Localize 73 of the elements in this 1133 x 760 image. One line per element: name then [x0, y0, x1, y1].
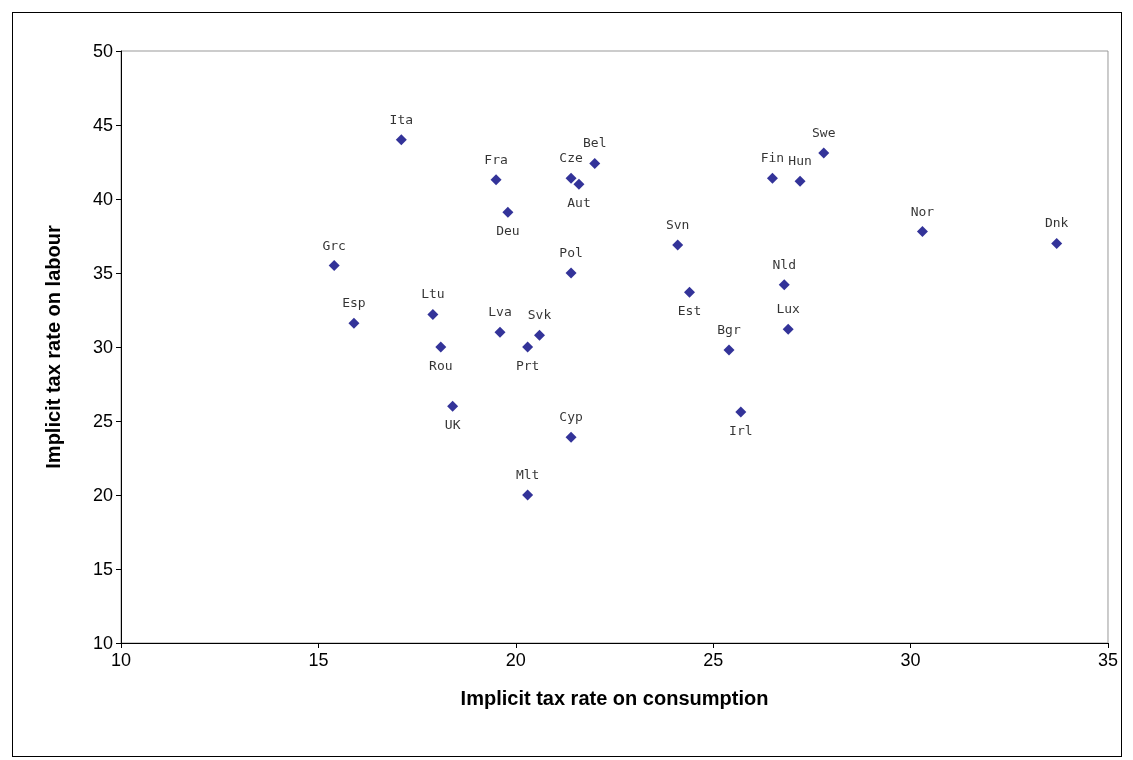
point	[502, 206, 514, 218]
y-tick-label: 30	[92, 337, 113, 357]
annotation: Fra	[484, 151, 508, 167]
annotation: Swe	[811, 125, 836, 141]
annotation: Est	[677, 303, 702, 319]
y-tick-label: 15	[92, 559, 113, 579]
annotation: Deu	[496, 223, 520, 239]
annotation: Nld	[772, 256, 796, 272]
annotation: Esp	[342, 295, 366, 311]
point	[522, 341, 534, 353]
annotation: Lux	[776, 301, 801, 317]
point	[782, 323, 794, 335]
point	[490, 174, 502, 186]
annotation: Nor	[910, 203, 935, 219]
annotation: Rou	[429, 358, 453, 373]
x-tick-label: 35	[1097, 650, 1118, 670]
annotation: Hun	[788, 153, 812, 169]
annotation: Bel	[583, 135, 607, 151]
point	[818, 147, 830, 159]
point	[348, 317, 360, 329]
point	[766, 172, 778, 184]
y-tick-label: 35	[92, 263, 113, 283]
y-tick-label: 25	[92, 411, 113, 431]
point	[723, 344, 735, 356]
y-tick-label: 10	[92, 633, 113, 653]
x-tick-label: 10	[110, 650, 132, 670]
point	[494, 326, 506, 338]
x-axis-title: Implicit tax rate on consumption	[460, 687, 769, 709]
annotation: Mlt	[515, 467, 540, 482]
y-tick-label: 40	[92, 189, 113, 209]
y-axis-title: Implicit tax rate on labour	[42, 225, 64, 469]
point	[916, 226, 928, 238]
point	[522, 489, 534, 501]
point	[565, 172, 577, 184]
point	[1051, 237, 1063, 249]
annotation: Svk	[527, 307, 552, 323]
annotation: Pol	[559, 245, 583, 260]
point	[395, 134, 407, 146]
annotation: Fin	[760, 150, 785, 166]
point	[573, 178, 585, 190]
y-tick-label: 45	[92, 115, 113, 135]
annotation: Aut	[567, 195, 591, 211]
x-tick-label: 30	[900, 650, 921, 670]
point	[794, 175, 806, 187]
annotation: Prt	[515, 358, 540, 373]
annotation: UK	[444, 417, 461, 433]
annotation: Bgr	[717, 321, 741, 337]
point	[565, 267, 577, 279]
point	[447, 400, 459, 412]
annotation: Grc	[322, 237, 346, 253]
annotation: Svn	[665, 216, 690, 232]
x-tick-label: 20	[505, 650, 526, 670]
y-tick-label: 20	[92, 485, 113, 505]
point	[589, 157, 601, 169]
point	[328, 260, 340, 272]
point	[435, 341, 447, 353]
annotation: Cze	[559, 150, 583, 166]
annotation: Dnk	[1044, 215, 1069, 231]
point	[684, 286, 696, 298]
annotation: Ita	[389, 111, 414, 127]
point	[778, 279, 790, 291]
point	[565, 431, 577, 443]
annotation: Cyp	[559, 409, 583, 425]
point	[735, 406, 747, 418]
x-tick-label: 15	[308, 650, 329, 670]
annotation: Lva	[488, 304, 512, 320]
point	[427, 308, 439, 320]
point	[672, 239, 684, 251]
y-tick-label: 50	[92, 41, 113, 61]
annotation: Ltu	[421, 286, 445, 302]
annotation: Irl	[729, 423, 753, 439]
point	[533, 329, 545, 341]
x-tick-label: 25	[703, 650, 724, 670]
